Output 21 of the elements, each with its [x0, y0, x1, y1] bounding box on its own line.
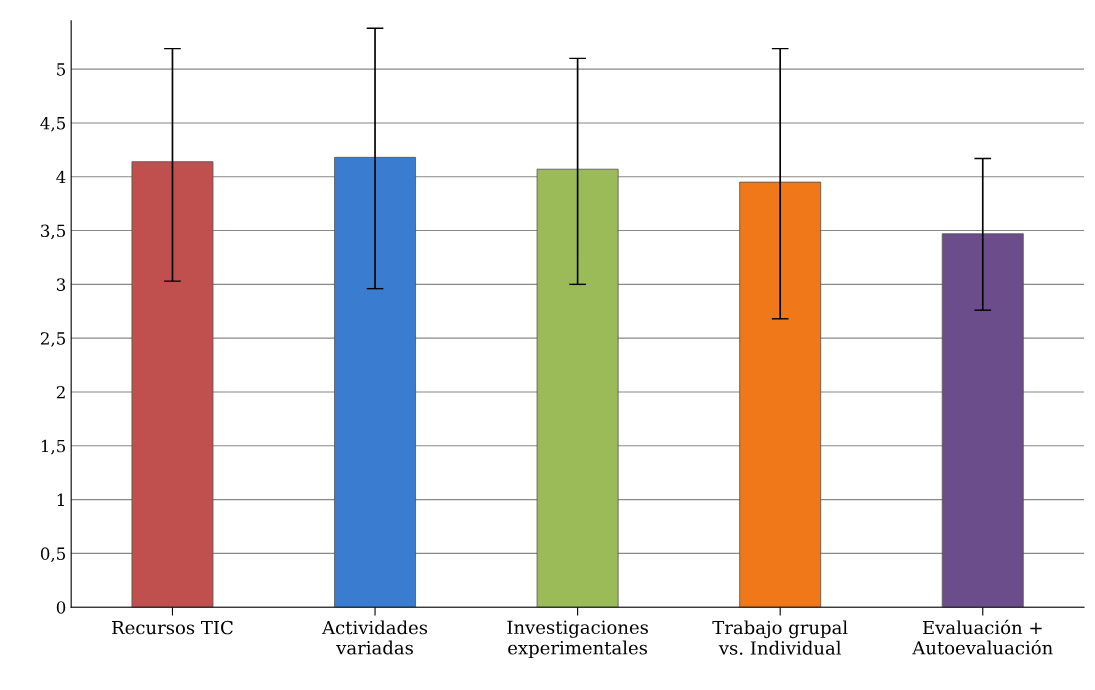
x-tick-label: Trabajo grupal vs. Individual: [712, 620, 848, 655]
y-tick-label: 1,5: [41, 439, 66, 455]
y-tick-label: 4: [56, 170, 66, 184]
x-tick-label: Investigaciones experimentales: [507, 620, 648, 659]
y-tick-label: 2,5: [40, 332, 66, 347]
x-tick-label: Actividades variadas: [321, 620, 428, 655]
bar: [941, 233, 1024, 608]
bar: [739, 181, 822, 608]
x-tick-label: Recursos TIC: [112, 620, 233, 635]
x-tick-label: Evaluación + Autoevaluación: [912, 619, 1053, 655]
y-tick-label: 0,5: [40, 547, 66, 562]
bar: [334, 156, 416, 608]
y-tick-label: 3,5: [41, 224, 66, 240]
bar: [536, 168, 619, 608]
y-tick-label: 5: [57, 63, 66, 76]
y-tick-label: 3: [56, 278, 66, 291]
y-tick-label: 1: [57, 493, 64, 506]
bar: [131, 161, 214, 608]
y-tick-label: 4,5: [40, 116, 66, 132]
y-tick-label: 2: [56, 385, 65, 399]
y-tick-label: 0: [56, 601, 66, 614]
